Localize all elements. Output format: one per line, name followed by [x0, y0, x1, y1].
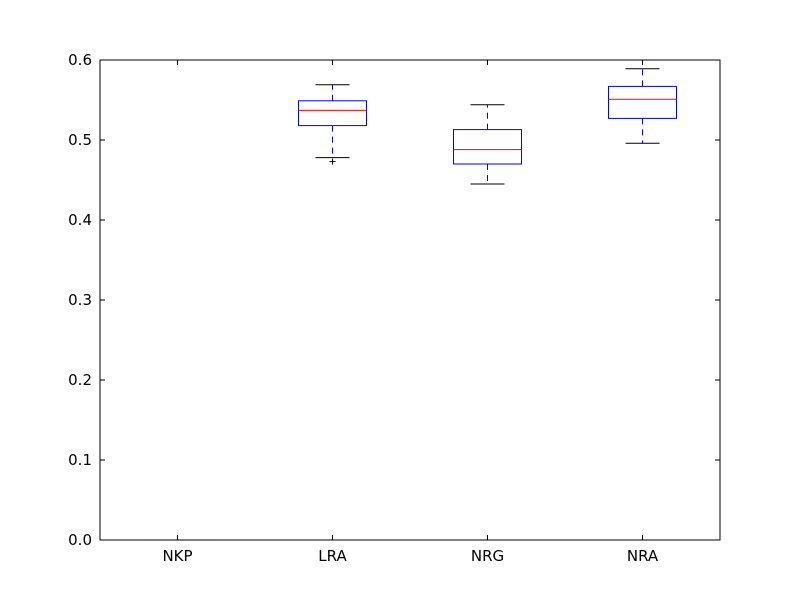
box-marks — [143, 68, 677, 541]
x-tick-label-nrg: NRG — [471, 547, 504, 565]
x-tick-label-nra: NRA — [627, 547, 659, 565]
axes: 0.0 0.1 0.2 0.3 0.4 0.5 0.6 NKP LRA NRG NRA — [68, 51, 721, 565]
box-group-nrg — [453, 104, 522, 185]
outlier-lra-0 — [329, 158, 336, 165]
x-tick-label-nkp: NKP — [162, 547, 192, 565]
box-group-nra — [608, 68, 677, 144]
y-tick-label: 0.5 — [68, 131, 92, 149]
box-group-lra — [298, 84, 367, 165]
box-nrg — [453, 129, 522, 165]
y-tick-label: 0.4 — [68, 211, 92, 229]
x-tick-label-lra: LRA — [318, 547, 347, 565]
y-tick-label: 0.1 — [68, 451, 92, 469]
y-tick-label: 0.0 — [68, 531, 92, 549]
y-tick-label: 0.6 — [68, 51, 92, 69]
y-tick-label: 0.3 — [68, 291, 92, 309]
box-nra — [608, 85, 677, 119]
y-tick-label: 0.2 — [68, 371, 92, 389]
box-lra — [298, 100, 367, 127]
